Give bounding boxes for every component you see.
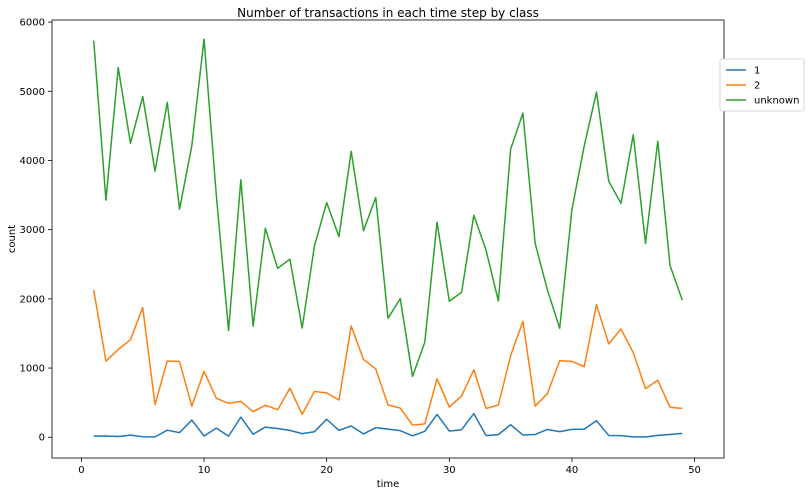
chart-title: Number of transactions in each time step… [237,6,539,20]
series-line-1 [93,412,683,438]
legend-label-1: 1 [754,66,760,77]
x-tick-label: 10 [198,465,211,476]
x-tick-label: 0 [78,465,84,476]
y-tick-label: 5000 [20,87,45,98]
y-tick-label: 0 [39,433,45,444]
x-tick-label: 30 [443,465,456,476]
legend-box [719,58,805,112]
y-tick-label: 6000 [20,18,45,29]
series-lines [92,38,684,438]
legend-label-3: unknown [754,96,799,107]
y-axis-ticks: 0 1000 2000 3000 4000 5000 6000 [20,18,52,444]
y-axis-label: count [7,225,18,253]
y-tick-label: 4000 [20,156,45,167]
y-tick-label: 1000 [20,364,45,375]
x-tick-label: 20 [320,465,333,476]
y-tick-label: 2000 [20,294,45,305]
x-axis-label: time [377,479,400,490]
series-line-3 [92,38,684,378]
x-tick-label: 40 [566,465,579,476]
x-axis-ticks: 0 10 20 30 40 50 [78,458,701,476]
legend: 1 2 unknown [719,58,805,112]
plot-area [51,19,725,459]
legend-label-2: 2 [754,81,760,92]
y-tick-label: 3000 [20,225,45,236]
x-tick-label: 50 [688,465,701,476]
series-line-2 [92,289,683,426]
